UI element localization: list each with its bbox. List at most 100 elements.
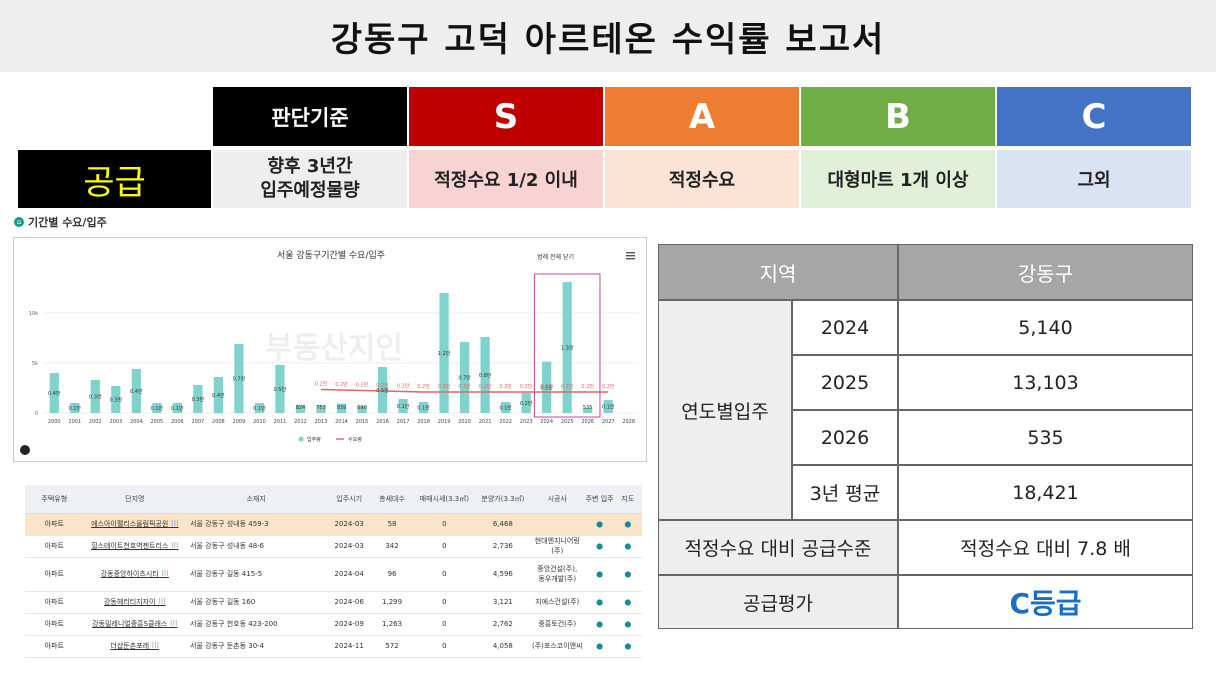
x-tick-label: 2028 bbox=[622, 419, 635, 425]
map-pin-cell[interactable]: ⬤ bbox=[613, 591, 642, 614]
cell-address: 서울 강동구 길동 160 bbox=[186, 591, 327, 614]
nearby-pin-icon[interactable]: ⬤ bbox=[596, 621, 603, 628]
complex-name-link[interactable]: 힐스테이트천호역젠트리스 ⁝⁝⁝ bbox=[83, 535, 187, 558]
grid-icon[interactable]: ⁝⁝⁝ bbox=[168, 519, 179, 528]
avg-3yr-value: 18,421 bbox=[898, 465, 1193, 520]
nearby-pin-icon[interactable]: ⬤ bbox=[596, 599, 603, 606]
cell-price: 0 bbox=[411, 591, 477, 614]
nearby-pin-cell[interactable]: ⬤ bbox=[585, 613, 614, 636]
nearby-pin-icon[interactable]: ⬤ bbox=[596, 521, 603, 528]
grade-c-text: 그외 bbox=[1077, 170, 1111, 191]
legend-supply-label: 입주량 bbox=[307, 436, 321, 443]
x-tick-label: 2027 bbox=[602, 419, 615, 425]
year-2026-value: 535 bbox=[898, 410, 1193, 465]
demand-label: 0.2만 bbox=[376, 382, 389, 389]
nearby-pin-icon[interactable]: ⬤ bbox=[596, 543, 603, 550]
x-tick-label: 2020 bbox=[458, 419, 471, 425]
page-title: 강동구 고덕 아르테온 수익률 보고서 bbox=[330, 19, 886, 60]
year-value: 535 bbox=[1027, 426, 1064, 449]
grade-b-text: 대형마트 1개 이상 bbox=[827, 170, 969, 191]
menu-icon[interactable] bbox=[626, 252, 635, 260]
grade-c-criterion: 그외 bbox=[996, 149, 1192, 209]
complex-name-link[interactable]: 강동밀레니얼중흥S클래스 ⁝⁝⁝ bbox=[83, 613, 187, 636]
x-tick-label: 2007 bbox=[192, 419, 205, 425]
grid-icon[interactable]: ⁝⁝⁝ bbox=[168, 541, 179, 550]
chart-panel: 서울 강동구기간별 수요/입주 범례 전체 닫기 부동산지인 0 5k 10k 200… bbox=[13, 237, 647, 462]
bar-supply bbox=[480, 337, 490, 413]
basis-cell: 향후 3년간 입주예정물량 bbox=[212, 149, 408, 209]
legend-demand-label: 수요량 bbox=[348, 436, 362, 443]
bar-label: 0.3만 bbox=[110, 397, 123, 404]
avg-3yr-cell: 3년 평균 bbox=[792, 465, 898, 520]
bar-supply bbox=[90, 380, 100, 413]
map-pin-cell[interactable]: ⬤ bbox=[613, 513, 642, 536]
demand-label: 0.2만 bbox=[479, 383, 492, 390]
criteria-header-basis: 판단기준 bbox=[212, 86, 408, 147]
bar-label: 1.3만 bbox=[561, 344, 574, 351]
map-pin-cell[interactable]: ⬤ bbox=[613, 635, 642, 658]
cell-price: 0 bbox=[411, 613, 477, 636]
bar-label: 0.3만 bbox=[192, 396, 205, 403]
cell-date: 2024-06 bbox=[326, 591, 373, 614]
cell-sale: 4,058 bbox=[476, 635, 530, 658]
complex-name-link[interactable]: 에스아이팰리스올림픽공원 ⁝⁝⁝ bbox=[83, 513, 187, 536]
map-pin-icon[interactable]: ⬤ bbox=[624, 599, 632, 606]
nearby-pin-cell[interactable]: ⬤ bbox=[585, 635, 614, 658]
bar-label: 0.2만 bbox=[520, 400, 533, 407]
table-row[interactable]: 아파트 강동중앙하이츠시티 ⁝⁝⁝ 서울 강동구 길동 415-5 2024-04 96… bbox=[25, 557, 642, 592]
grid-icon[interactable]: ⁝⁝⁝ bbox=[155, 597, 166, 606]
nearby-pin-cell[interactable]: ⬤ bbox=[585, 557, 614, 592]
map-pin-cell[interactable]: ⬤ bbox=[613, 613, 642, 636]
bar-supply bbox=[418, 402, 429, 413]
col-type: 주택유형 bbox=[25, 485, 84, 514]
year-2025-value: 13,103 bbox=[898, 355, 1193, 410]
table-row[interactable]: 아파트 에스아이팰리스올림픽공원 ⁝⁝⁝ 서울 강동구 성내동 459-3 2024-… bbox=[25, 513, 642, 536]
nearby-pin-icon[interactable]: ⬤ bbox=[596, 571, 603, 578]
complex-name-link[interactable]: 더샵둔촌포레 ⁝⁝⁝ bbox=[83, 635, 187, 658]
map-pin-icon[interactable]: ⬤ bbox=[624, 521, 632, 528]
year-2025-cell: 2025 bbox=[792, 355, 898, 410]
nearby-pin-cell[interactable]: ⬤ bbox=[585, 591, 614, 614]
x-tick-label: 2004 bbox=[130, 419, 143, 425]
bar-label: 0.5만 bbox=[540, 384, 553, 391]
map-pin-icon[interactable]: ⬤ bbox=[624, 621, 632, 628]
bar-supply bbox=[357, 406, 367, 413]
bar-supply bbox=[398, 399, 408, 413]
bar-label: 0.5만 bbox=[274, 386, 287, 393]
cell-sale: 6,468 bbox=[476, 513, 530, 536]
x-tick-label: 2024 bbox=[540, 419, 553, 425]
bar-label: 0.4만 bbox=[212, 392, 225, 399]
table-row[interactable]: 아파트 힐스테이트천호역젠트리스 ⁝⁝⁝ 서울 강동구 성내동 48-6 2024-0… bbox=[25, 535, 642, 558]
demand-label: 0.2만 bbox=[520, 383, 533, 390]
nearby-pin-cell[interactable]: ⬤ bbox=[585, 535, 614, 558]
cell-date: 2024-03 bbox=[326, 513, 373, 536]
x-tick-label: 2002 bbox=[89, 419, 102, 425]
cell-date: 2024-04 bbox=[326, 557, 373, 592]
cell-sale: 3,121 bbox=[476, 591, 530, 614]
table-row[interactable]: 아파트 더샵둔촌포레 ⁝⁝⁝ 서울 강동구 둔촌동 30-4 2024-11 572 0 4… bbox=[25, 635, 642, 658]
bar-label: 0.3만 bbox=[89, 394, 102, 401]
x-tick-label: 2000 bbox=[48, 419, 61, 425]
x-tick-label: 2026 bbox=[581, 419, 594, 425]
grade-a-criterion: 적정수요 bbox=[604, 149, 800, 209]
map-pin-icon[interactable]: ⬤ bbox=[624, 571, 632, 578]
nearby-pin-cell[interactable]: ⬤ bbox=[585, 513, 614, 536]
map-pin-icon[interactable]: ⬤ bbox=[624, 543, 632, 550]
grid-icon[interactable]: ⁝⁝⁝ bbox=[167, 619, 178, 628]
grid-icon[interactable]: ⁝⁝⁝ bbox=[149, 641, 160, 650]
map-pin-cell[interactable]: ⬤ bbox=[613, 557, 642, 592]
map-pin-cell[interactable]: ⬤ bbox=[613, 535, 642, 558]
table-row[interactable]: 아파트 강동헤리티지자이 ⁝⁝⁝ 서울 강동구 길동 160 2024-06 1,299… bbox=[25, 591, 642, 614]
section-header: ⌂ 기간별 수요/입주 bbox=[14, 214, 107, 230]
map-pin-icon[interactable]: ⬤ bbox=[624, 643, 632, 650]
grid-icon[interactable]: ⁝⁝⁝ bbox=[158, 569, 169, 578]
bar-supply bbox=[501, 402, 511, 413]
complex-name-link[interactable]: 강동중앙하이츠시티 ⁝⁝⁝ bbox=[83, 557, 187, 592]
bar-label: 939 bbox=[337, 405, 347, 411]
legend-toggle-button[interactable]: 범례 전체 닫기 bbox=[537, 253, 574, 261]
complex-name-link[interactable]: 강동헤리티지자이 ⁝⁝⁝ bbox=[83, 591, 187, 614]
x-tick-label: 2012 bbox=[294, 419, 307, 425]
nearby-pin-icon[interactable]: ⬤ bbox=[596, 643, 603, 650]
y-tick-label: 5k bbox=[32, 361, 38, 367]
table-row[interactable]: 아파트 강동밀레니얼중흥S클래스 ⁝⁝⁝ 서울 강동구 천호동 423-200 202… bbox=[25, 613, 642, 636]
